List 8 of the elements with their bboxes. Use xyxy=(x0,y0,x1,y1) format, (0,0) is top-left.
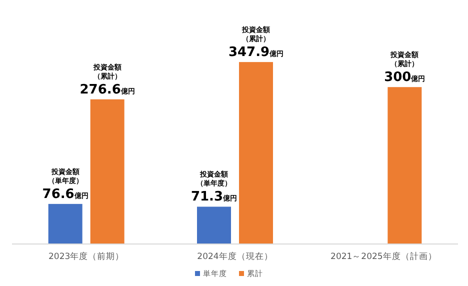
bar xyxy=(48,204,82,244)
bar xyxy=(239,62,273,244)
x-tick-label: 2023年度（前期） xyxy=(48,251,124,262)
bar xyxy=(90,99,124,244)
bar xyxy=(388,87,422,244)
x-tick-label: 2021～2025年度（計画） xyxy=(330,251,437,262)
bar xyxy=(197,206,231,244)
x-tick-label: 2024年度（現在） xyxy=(197,251,273,262)
